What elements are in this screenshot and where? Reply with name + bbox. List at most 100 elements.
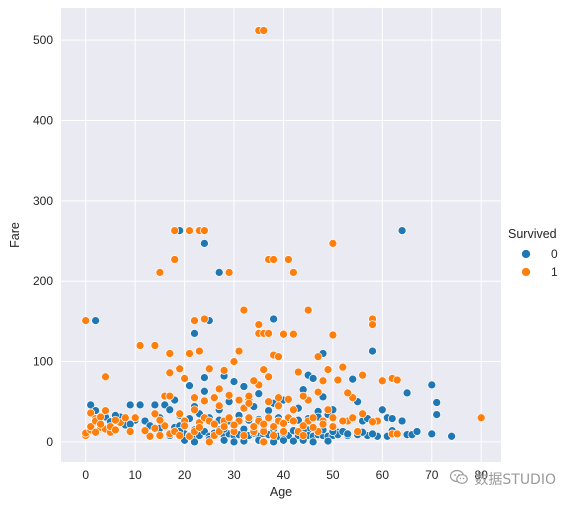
data-point-survived-0 bbox=[269, 314, 278, 324]
data-point-survived-1 bbox=[279, 427, 288, 436]
data-point-survived-0 bbox=[200, 386, 209, 396]
data-point-survived-1 bbox=[145, 431, 155, 441]
data-point-survived-1 bbox=[229, 357, 239, 366]
data-point-survived-1 bbox=[269, 422, 278, 431]
data-point-survived-1 bbox=[289, 268, 298, 277]
data-point-survived-0 bbox=[368, 346, 377, 356]
data-point-survived-0 bbox=[308, 374, 318, 383]
data-point-survived-1 bbox=[254, 320, 264, 329]
data-point-survived-1 bbox=[284, 255, 293, 264]
data-point-survived-1 bbox=[298, 391, 308, 401]
data-point-survived-1 bbox=[180, 374, 189, 383]
data-point-survived-1 bbox=[353, 427, 362, 436]
data-point-survived-1 bbox=[303, 305, 313, 315]
data-point-survived-1 bbox=[358, 409, 367, 419]
data-point-survived-0 bbox=[190, 437, 199, 447]
grid-lines bbox=[61, 8, 501, 462]
data-point-survived-1 bbox=[86, 408, 96, 418]
data-point-survived-1 bbox=[224, 413, 234, 423]
data-point-survived-1 bbox=[155, 415, 165, 425]
data-point-survived-1 bbox=[328, 239, 338, 248]
data-point-survived-1 bbox=[368, 320, 377, 329]
data-point-survived-0 bbox=[239, 382, 249, 391]
data-point-survived-0 bbox=[214, 268, 224, 277]
data-point-survived-1 bbox=[81, 316, 91, 325]
data-point-survived-1 bbox=[308, 423, 318, 432]
data-point-survived-1 bbox=[328, 413, 338, 423]
data-point-survived-1 bbox=[229, 420, 239, 430]
legend-label-1: 1 bbox=[551, 265, 558, 279]
data-point-survived-1 bbox=[279, 419, 288, 428]
data-point-survived-1 bbox=[204, 364, 214, 374]
data-point-survived-1 bbox=[244, 391, 254, 401]
data-point-survived-1 bbox=[259, 437, 269, 447]
data-point-survived-0 bbox=[150, 400, 160, 410]
data-point-survived-1 bbox=[323, 365, 333, 374]
data-point-survived-1 bbox=[377, 376, 387, 386]
data-point-survived-1 bbox=[284, 394, 293, 404]
data-point-survived-1 bbox=[333, 375, 343, 385]
data-point-survived-1 bbox=[313, 387, 323, 397]
data-point-survived-1 bbox=[289, 416, 298, 426]
data-point-survived-1 bbox=[175, 409, 185, 419]
watermark-text: 数据STUDIO bbox=[474, 472, 556, 488]
data-point-survived-0 bbox=[348, 374, 358, 384]
data-point-survived-0 bbox=[190, 329, 199, 338]
data-point-survived-0 bbox=[219, 435, 229, 445]
data-point-survived-1 bbox=[214, 401, 224, 411]
data-point-survived-1 bbox=[101, 406, 110, 415]
data-point-survived-1 bbox=[259, 365, 269, 374]
data-point-survived-1 bbox=[135, 341, 145, 350]
legend-marker-1 bbox=[521, 267, 531, 277]
data-point-survived-1 bbox=[165, 368, 175, 378]
data-point-survived-0 bbox=[432, 398, 442, 407]
legend: Survived 0 1 bbox=[508, 227, 558, 279]
data-point-survived-1 bbox=[368, 417, 377, 427]
data-point-survived-1 bbox=[239, 305, 249, 315]
data-point-survived-0 bbox=[91, 316, 100, 325]
data-point-survived-1 bbox=[308, 413, 318, 423]
data-point-survived-0 bbox=[264, 406, 273, 415]
data-point-survived-1 bbox=[249, 376, 259, 386]
data-point-survived-0 bbox=[397, 416, 407, 426]
data-point-survived-1 bbox=[111, 415, 120, 425]
data-point-survived-1 bbox=[343, 388, 353, 398]
data-point-survived-1 bbox=[219, 366, 229, 375]
data-point-survived-0 bbox=[135, 400, 145, 410]
data-point-survived-1 bbox=[298, 421, 308, 431]
data-point-survived-0 bbox=[432, 410, 442, 419]
data-point-survived-1 bbox=[219, 422, 229, 431]
y-tick-label: 300 bbox=[33, 194, 53, 208]
data-point-survived-1 bbox=[209, 393, 219, 403]
data-point-survived-1 bbox=[318, 419, 328, 429]
data-point-survived-1 bbox=[200, 314, 209, 324]
data-point-survived-1 bbox=[150, 423, 160, 433]
data-point-survived-0 bbox=[368, 429, 377, 439]
data-point-survived-1 bbox=[328, 422, 338, 431]
data-point-survived-1 bbox=[328, 330, 338, 340]
data-point-survived-0 bbox=[279, 435, 288, 445]
data-point-survived-1 bbox=[269, 255, 278, 264]
data-point-survived-1 bbox=[140, 426, 150, 436]
legend-label-0: 0 bbox=[551, 247, 558, 261]
watermark: 数据STUDIO bbox=[450, 469, 556, 489]
data-point-survived-0 bbox=[447, 431, 456, 441]
data-point-survived-1 bbox=[259, 419, 269, 429]
data-point-survived-1 bbox=[175, 364, 185, 374]
legend-title: Survived bbox=[508, 227, 557, 241]
data-point-survived-0 bbox=[254, 389, 264, 399]
data-point-survived-1 bbox=[204, 437, 214, 447]
data-point-survived-1 bbox=[259, 26, 269, 35]
data-point-survived-1 bbox=[150, 341, 160, 350]
data-point-survived-1 bbox=[358, 370, 367, 380]
data-point-survived-1 bbox=[274, 401, 283, 411]
data-point-survived-1 bbox=[274, 393, 283, 403]
data-point-survived-1 bbox=[101, 372, 110, 382]
x-tick-label: 40 bbox=[277, 468, 291, 482]
x-tick-labels: 0 10 20 30 40 50 60 70 80 bbox=[82, 468, 488, 482]
data-point-survived-0 bbox=[343, 429, 353, 439]
data-point-survived-1 bbox=[175, 431, 185, 440]
data-point-survived-0 bbox=[377, 405, 387, 415]
y-tick-label: 0 bbox=[46, 435, 53, 449]
data-point-survived-1 bbox=[264, 413, 273, 423]
